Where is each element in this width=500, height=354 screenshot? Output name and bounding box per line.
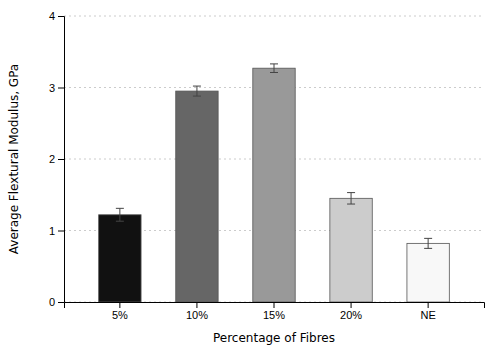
error-cap xyxy=(424,248,432,249)
plot: 5% 10% 15% 20% NE 0 1 2 3 4 xyxy=(49,10,485,321)
y-tick-mark xyxy=(58,302,64,303)
x-axis-title: Percentage of Fibres xyxy=(213,331,335,345)
bar xyxy=(407,243,449,302)
y-tick-label: 2 xyxy=(49,153,55,165)
x-tick-label: NE xyxy=(420,309,435,321)
y-tick: 1 xyxy=(49,225,64,237)
y-tick-label: 4 xyxy=(49,10,55,22)
x-tick: NE xyxy=(420,302,435,321)
bar xyxy=(330,198,372,302)
x-tick-mark xyxy=(351,302,352,308)
grid-line xyxy=(64,16,484,17)
x-tick: 10% xyxy=(186,302,208,321)
chart: 5% 10% 15% 20% NE 0 1 2 3 4 Percentage of Fibres Av… xyxy=(0,0,500,354)
error-stem xyxy=(119,208,120,221)
x-tick: 15% xyxy=(263,302,285,321)
error-bar xyxy=(270,64,278,73)
x-tick-mark xyxy=(428,302,429,308)
y-tick-mark xyxy=(58,16,64,17)
y-tick-label: 0 xyxy=(49,296,55,308)
error-cap xyxy=(424,238,432,239)
y-tick: 3 xyxy=(49,82,64,94)
y-axis-title: Average Flextural Modulus, GPa xyxy=(7,64,21,254)
x-tick-mark xyxy=(196,302,197,308)
bars xyxy=(99,64,450,302)
bar xyxy=(99,215,141,302)
y-tick-mark xyxy=(58,159,64,160)
y-tick: 0 xyxy=(49,296,64,308)
error-stem xyxy=(196,86,197,96)
grid xyxy=(64,16,484,302)
y-tick-label: 1 xyxy=(49,225,55,237)
y-tick: 4 xyxy=(49,10,64,22)
error-cap xyxy=(116,208,124,209)
y-tick-mark xyxy=(58,231,64,232)
error-cap xyxy=(270,63,278,64)
error-cap xyxy=(347,192,355,193)
y-axis: 0 1 2 3 4 xyxy=(49,10,65,308)
x-axis: 5% 10% 15% 20% NE xyxy=(65,302,485,321)
error-cap xyxy=(116,221,124,222)
error-stem xyxy=(351,193,352,204)
x-tick-mark xyxy=(274,302,275,308)
error-cap xyxy=(193,86,201,87)
y-axis-line xyxy=(58,17,65,303)
x-tick-label: 15% xyxy=(263,309,285,321)
y-tick-mark xyxy=(58,88,64,89)
error-cap xyxy=(270,72,278,73)
error-bar xyxy=(424,238,432,248)
error-stem xyxy=(428,238,429,248)
x-tick-label: 10% xyxy=(186,309,208,321)
error-cap xyxy=(193,96,201,97)
error-bar xyxy=(193,86,201,96)
x-tick-label: 20% xyxy=(340,309,362,321)
error-cap xyxy=(347,204,355,205)
bar xyxy=(253,68,295,302)
error-bar xyxy=(116,208,124,221)
y-tick-label: 3 xyxy=(49,82,55,94)
x-axis-line xyxy=(65,303,485,309)
error-bar xyxy=(347,193,355,204)
x-tick-mark xyxy=(119,302,120,308)
x-tick: 5% xyxy=(112,302,128,321)
x-tick-label: 5% xyxy=(112,309,128,321)
x-tick: 20% xyxy=(340,302,362,321)
y-tick: 2 xyxy=(49,153,64,165)
bar xyxy=(176,91,218,302)
error-stem xyxy=(274,64,275,73)
